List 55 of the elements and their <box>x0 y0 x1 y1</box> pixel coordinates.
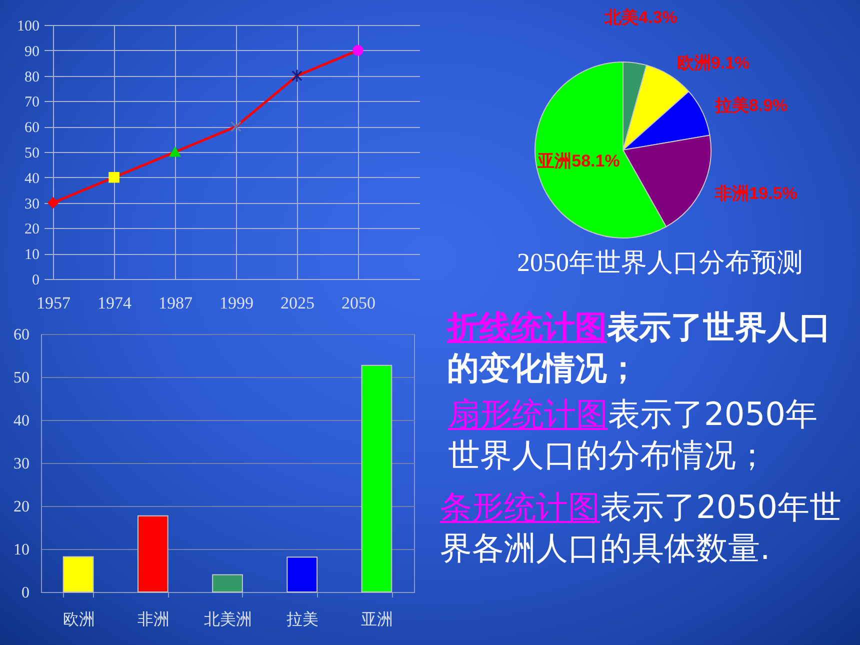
point <box>108 172 120 183</box>
point <box>230 121 242 132</box>
slice-label: 亚洲58.1% <box>536 152 620 171</box>
y-tick-label: 60 <box>24 120 40 136</box>
text: 扇形统计图 <box>448 394 608 435</box>
y-tick-label: 30 <box>24 196 40 212</box>
text: 界各洲人口的具体数量. <box>440 528 770 569</box>
bar <box>212 574 243 592</box>
text: 折线统计图 <box>447 307 607 348</box>
x-tick-label: 拉美 <box>286 610 319 628</box>
y-tick-label: 0 <box>22 584 30 602</box>
x-tick-label: 非洲 <box>137 610 170 628</box>
slice-label: 非洲19.5% <box>714 184 798 203</box>
y-tick-label: 80 <box>24 69 40 86</box>
x-tick-label: 北美洲 <box>204 610 252 628</box>
slice-label: 北美4.3% <box>604 8 678 28</box>
text: 条形统计图 <box>440 487 600 528</box>
text: 表示了2050年世 <box>600 487 842 528</box>
y-tick-label: 50 <box>24 146 40 162</box>
y-tick-label: 60 <box>14 326 30 344</box>
y-tick-label: 100 <box>17 18 40 34</box>
x-tick-label: 1999 <box>219 294 254 312</box>
bar <box>361 364 392 592</box>
y-tick-label: 10 <box>14 542 30 558</box>
bar <box>62 556 94 592</box>
y-tick-label: 70 <box>24 94 40 111</box>
y-tick-label: 20 <box>24 222 40 238</box>
text: 表示了世界人口 <box>607 307 831 348</box>
x-tick-label: 2050 <box>341 294 376 312</box>
text: 的变化情况； <box>447 348 639 389</box>
slice-label: 欧洲9.1% <box>676 53 750 72</box>
slice-label: 拉美8.9% <box>714 96 788 115</box>
point <box>292 69 302 83</box>
y-tick-label: 0 <box>32 272 40 288</box>
bar <box>137 515 168 592</box>
bar <box>286 556 318 592</box>
y-tick-label: 20 <box>14 498 30 516</box>
x-tick-label: 欧洲 <box>62 610 95 628</box>
text: 表示了2050年 <box>608 394 818 435</box>
x-tick-label: 1987 <box>158 294 193 312</box>
point <box>352 45 364 56</box>
x-tick-label: 1974 <box>98 294 132 312</box>
y-tick-label: 90 <box>24 44 40 60</box>
y-tick-label: 30 <box>14 456 30 472</box>
y-tick-label: 50 <box>14 370 30 386</box>
y-tick-label: 10 <box>24 247 40 264</box>
point <box>170 147 180 157</box>
y-tick-label: 40 <box>14 412 30 430</box>
x-tick-label: 1957 <box>36 294 72 312</box>
x-tick-label: 亚洲 <box>361 610 394 628</box>
text: 2050年世界人口分布预测 <box>517 248 803 277</box>
text: 世界人口的分布情况； <box>448 435 768 476</box>
x-tick-label: 2025 <box>280 294 314 312</box>
point <box>48 197 58 208</box>
y-tick-label: 40 <box>24 170 40 187</box>
